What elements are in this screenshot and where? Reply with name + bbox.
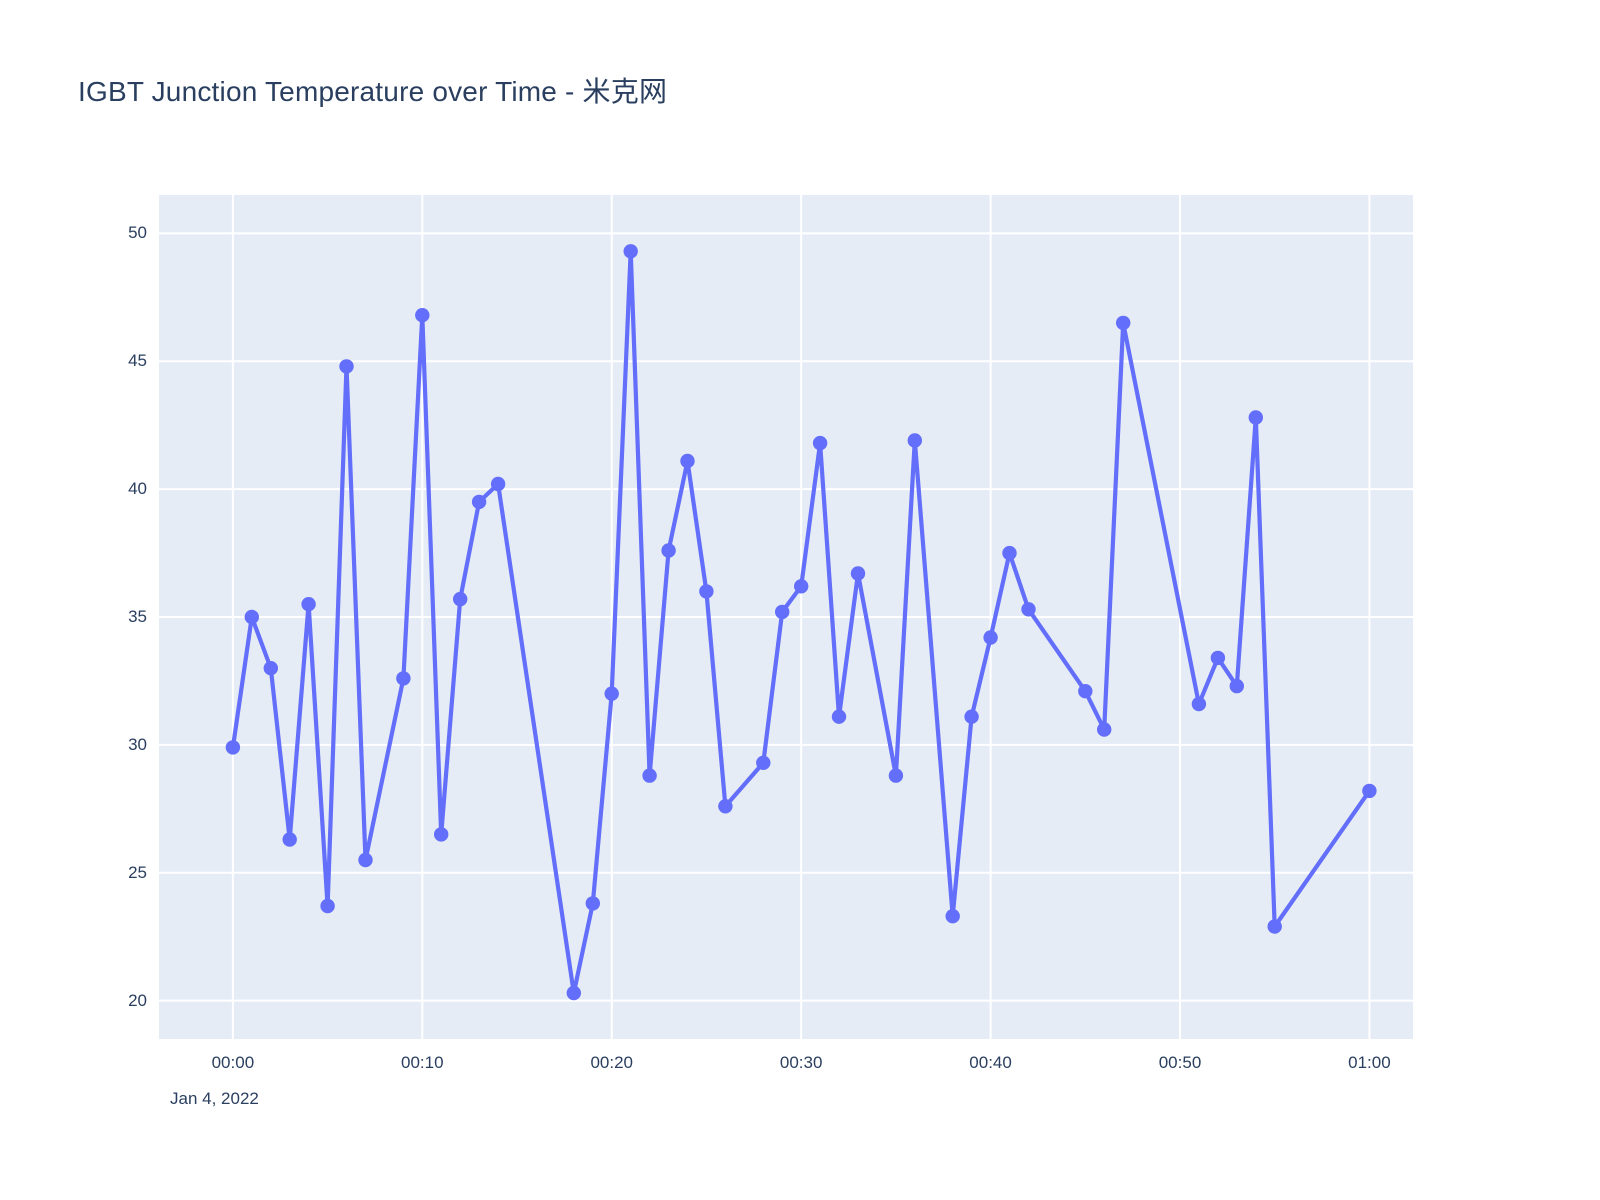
data-point-marker[interactable] <box>244 609 259 625</box>
data-point-marker[interactable] <box>1362 783 1377 799</box>
data-point-marker[interactable] <box>339 359 354 374</box>
y-tick-label-35: 35 <box>128 607 147 626</box>
data-point-marker[interactable] <box>263 661 278 676</box>
data-point-marker[interactable] <box>566 985 581 1001</box>
x-tick-label-00-20: 00:20 <box>590 1053 633 1072</box>
data-point-marker[interactable] <box>225 740 241 755</box>
data-point-marker[interactable] <box>490 476 506 492</box>
data-point-marker[interactable] <box>1210 650 1226 666</box>
x-tick-label-00-40: 00:40 <box>969 1053 1012 1072</box>
y-tick-label-30: 30 <box>128 734 147 754</box>
y-tick-label-25: 25 <box>128 862 147 882</box>
data-point-marker[interactable] <box>964 709 979 724</box>
data-point-marker[interactable] <box>396 671 411 686</box>
data-point-marker[interactable] <box>907 433 922 448</box>
data-point-marker[interactable] <box>453 591 468 607</box>
x-tick-label-00-10: 00:10 <box>401 1053 444 1072</box>
chart-title: IGBT Junction Temperature over Time - 米克… <box>78 76 668 107</box>
plot-area[interactable] <box>159 195 1413 1039</box>
data-point-marker[interactable] <box>756 755 771 770</box>
data-point-marker[interactable] <box>718 799 733 814</box>
data-point-marker[interactable] <box>585 896 600 911</box>
data-point-marker[interactable] <box>794 579 809 594</box>
data-point-marker[interactable] <box>1021 602 1036 617</box>
data-point-marker[interactable] <box>661 543 676 558</box>
data-point-marker[interactable] <box>471 494 487 510</box>
x-tick-label-00-30: 00:30 <box>779 1053 823 1072</box>
data-point-marker[interactable] <box>415 308 430 323</box>
data-point-marker[interactable] <box>604 686 619 701</box>
data-point-marker[interactable] <box>301 597 316 612</box>
x-axis-date-label: Jan 4, 2022 <box>170 1089 259 1108</box>
data-point-marker[interactable] <box>1116 315 1131 331</box>
x-tick-label-01-00: 01:00 <box>1348 1053 1391 1072</box>
data-point-marker[interactable] <box>320 898 335 914</box>
data-point-marker[interactable] <box>358 852 373 868</box>
data-point-marker[interactable] <box>282 832 297 847</box>
data-point-marker[interactable] <box>812 435 828 451</box>
data-point-marker[interactable] <box>775 604 790 620</box>
data-point-marker[interactable] <box>1078 684 1093 699</box>
data-point-marker[interactable] <box>850 566 866 581</box>
data-point-marker[interactable] <box>831 709 847 724</box>
data-point-marker[interactable] <box>1248 410 1264 425</box>
data-point-marker[interactable] <box>1229 678 1245 694</box>
data-point-marker[interactable] <box>1267 919 1282 934</box>
data-point-marker[interactable] <box>623 244 638 259</box>
y-tick-label-40: 40 <box>128 479 147 499</box>
data-point-marker[interactable] <box>1097 722 1112 737</box>
y-tick-label-20: 20 <box>128 990 147 1010</box>
data-point-marker[interactable] <box>983 630 998 645</box>
data-point-marker[interactable] <box>945 909 960 924</box>
x-tick-label-00-00: 00:00 <box>211 1053 255 1072</box>
data-point-marker[interactable] <box>1002 545 1017 561</box>
data-point-marker[interactable] <box>680 453 695 469</box>
data-point-marker[interactable] <box>434 827 449 842</box>
data-point-marker[interactable] <box>1191 696 1207 712</box>
x-tick-label-00-50: 00:50 <box>1158 1053 1202 1072</box>
y-tick-label-45: 45 <box>128 351 147 371</box>
temperature-line-chart <box>159 195 1413 1039</box>
data-point-marker[interactable] <box>699 584 714 599</box>
data-point-marker[interactable] <box>888 768 904 783</box>
y-tick-label-50: 50 <box>128 223 147 243</box>
data-point-marker[interactable] <box>642 768 657 783</box>
